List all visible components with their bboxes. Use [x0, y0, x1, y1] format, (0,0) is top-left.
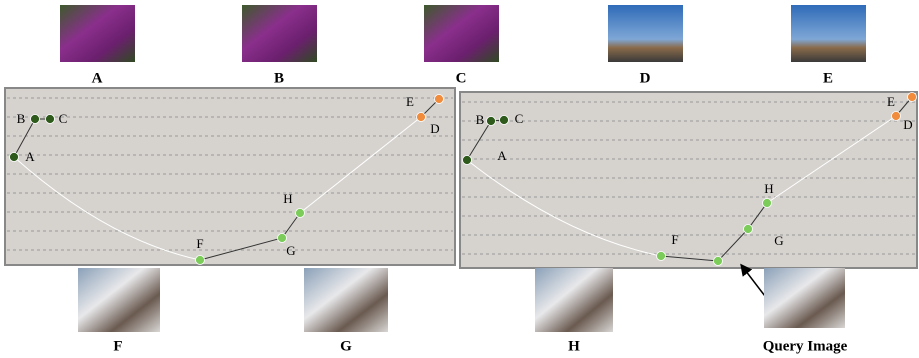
- panel-frame: [460, 92, 917, 268]
- thumbnail: [242, 5, 317, 62]
- query-node: [714, 257, 723, 266]
- thumbnail: [424, 5, 499, 62]
- thumbnail: [608, 5, 683, 62]
- node: [500, 116, 509, 125]
- node: [487, 117, 496, 126]
- node-label: C: [59, 111, 68, 126]
- node-label: A: [25, 149, 35, 164]
- thumbnail: [791, 5, 866, 62]
- node-label: G: [774, 233, 783, 248]
- node-label: E: [406, 94, 414, 109]
- node: [46, 115, 55, 124]
- thumbnail: [764, 268, 845, 328]
- node-label: H: [764, 181, 773, 196]
- node-label: C: [515, 111, 524, 126]
- panel-frame: [5, 88, 455, 265]
- image-label: Query Image: [763, 338, 848, 354]
- image-label: E: [823, 70, 833, 86]
- node-label: F: [671, 232, 678, 247]
- image-label: C: [456, 70, 467, 86]
- node-label: H: [283, 191, 292, 206]
- node: [892, 112, 901, 121]
- image-label: F: [113, 338, 122, 354]
- node: [657, 252, 666, 261]
- node: [744, 225, 753, 234]
- node: [417, 113, 426, 122]
- image-label: A: [92, 70, 103, 86]
- node-label: A: [497, 148, 507, 163]
- node: [278, 234, 287, 243]
- node: [908, 93, 917, 102]
- node-label: B: [476, 112, 485, 127]
- thumbnail: [60, 5, 135, 62]
- image-label: B: [274, 70, 284, 86]
- thumbnail: [535, 268, 613, 332]
- node-label: D: [903, 117, 912, 132]
- node: [435, 95, 444, 104]
- image-label: H: [568, 338, 580, 354]
- node-label: E: [887, 94, 895, 109]
- node: [763, 199, 772, 208]
- node-label: D: [430, 121, 439, 136]
- thumbnail: [304, 268, 388, 332]
- thumbnail: [78, 268, 160, 332]
- node-label: G: [286, 243, 295, 258]
- node-label: F: [196, 236, 203, 251]
- node: [10, 153, 19, 162]
- node-label: B: [17, 111, 26, 126]
- figure: ABCDEFGHABCDEFGH ABCDEFGHQuery Image: [0, 0, 919, 358]
- image-label: D: [640, 70, 651, 86]
- node: [463, 156, 472, 165]
- node: [296, 209, 305, 218]
- image-label: G: [340, 338, 352, 354]
- node: [31, 115, 40, 124]
- node: [196, 256, 205, 265]
